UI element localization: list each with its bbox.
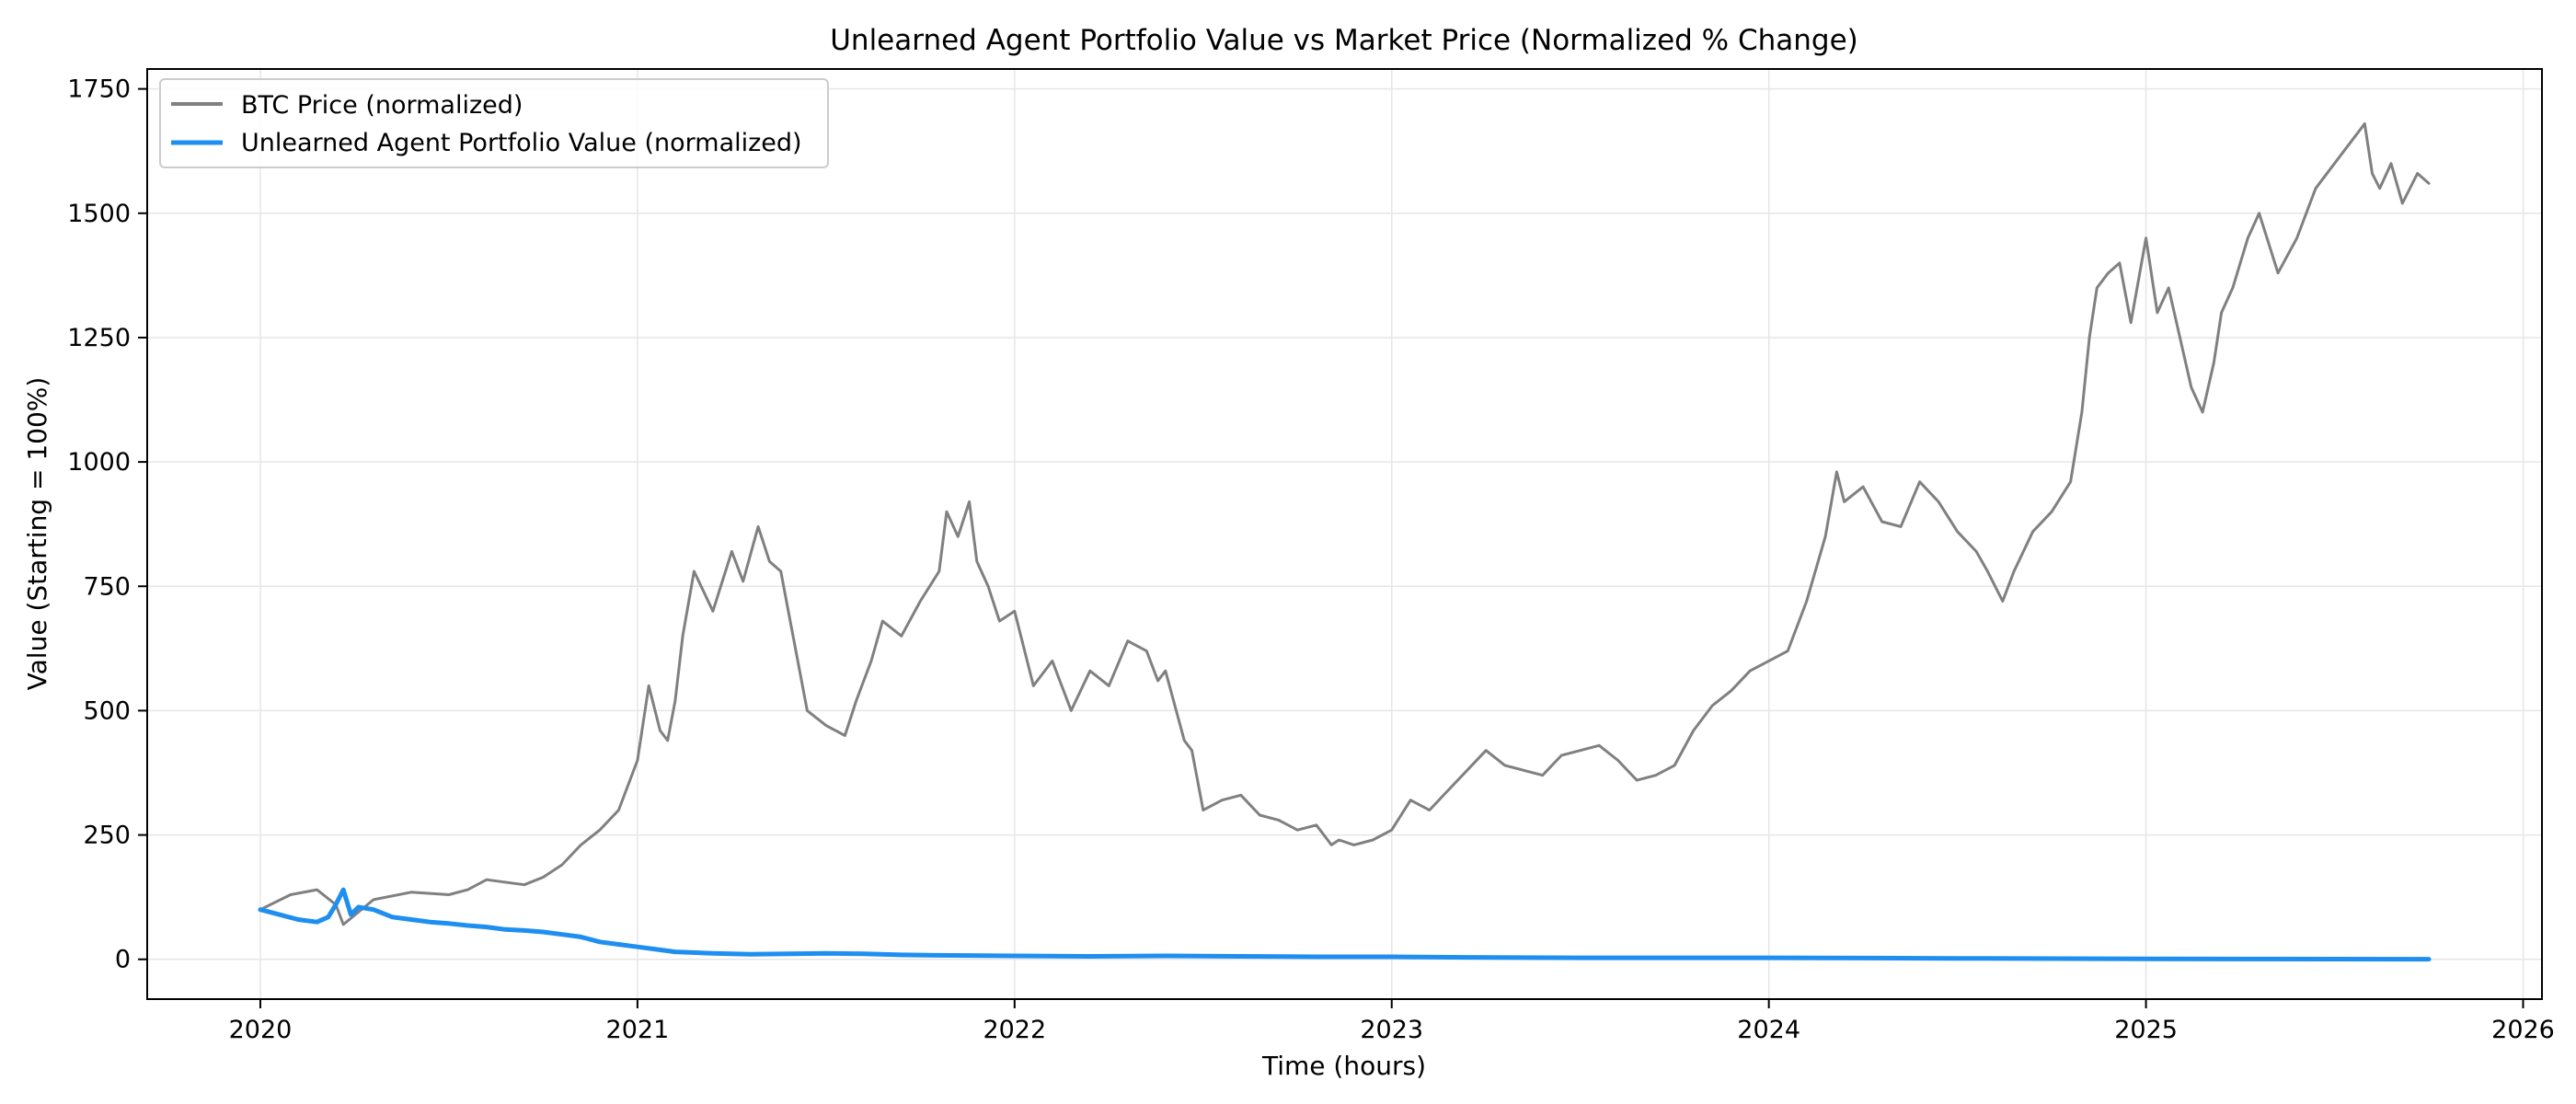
x-tick-label: 2022 bbox=[983, 1016, 1046, 1044]
plot-frame bbox=[146, 68, 2543, 1000]
y-tick-label: 750 bbox=[83, 572, 131, 601]
x-tick-label: 2026 bbox=[2491, 1016, 2555, 1044]
grid bbox=[147, 69, 2542, 999]
y-tick-label: 500 bbox=[83, 696, 131, 725]
legend: BTC Price (normalized) Unlearned Agent P… bbox=[159, 78, 829, 168]
y-tick-label: 1000 bbox=[67, 448, 131, 477]
series-layer bbox=[258, 122, 2432, 962]
y-axis-label: Value (Starting = 100%) bbox=[22, 377, 52, 691]
series-line-btc-price bbox=[259, 122, 2431, 926]
chart-title: Unlearned Agent Portfolio Value vs Marke… bbox=[830, 24, 1858, 57]
y-tick-label: 250 bbox=[83, 822, 131, 850]
x-tick-label: 2023 bbox=[1360, 1016, 1423, 1044]
x-tick-label: 2021 bbox=[606, 1016, 670, 1044]
legend-box bbox=[159, 78, 829, 168]
x-tick-label: 2020 bbox=[229, 1016, 293, 1044]
ticks: 2020 2021 2022 2023 2024 2025 2026 0 250 500 750 10… bbox=[67, 75, 2555, 1044]
y-tick-label: 1500 bbox=[67, 200, 131, 228]
x-tick-label: 2025 bbox=[2114, 1016, 2178, 1044]
x-tick-label: 2024 bbox=[1737, 1016, 1800, 1044]
x-axis-label: Time (hours) bbox=[1261, 1051, 1426, 1081]
y-tick-label: 1750 bbox=[67, 75, 131, 104]
legend-label-btc: BTC Price (normalized) bbox=[241, 91, 523, 120]
series-line-agent-portfolio bbox=[258, 887, 2432, 962]
y-tick-label: 0 bbox=[115, 946, 131, 974]
y-tick-label: 1250 bbox=[67, 324, 131, 352]
legend-label-agent: Unlearned Agent Portfolio Value (normali… bbox=[241, 129, 802, 157]
